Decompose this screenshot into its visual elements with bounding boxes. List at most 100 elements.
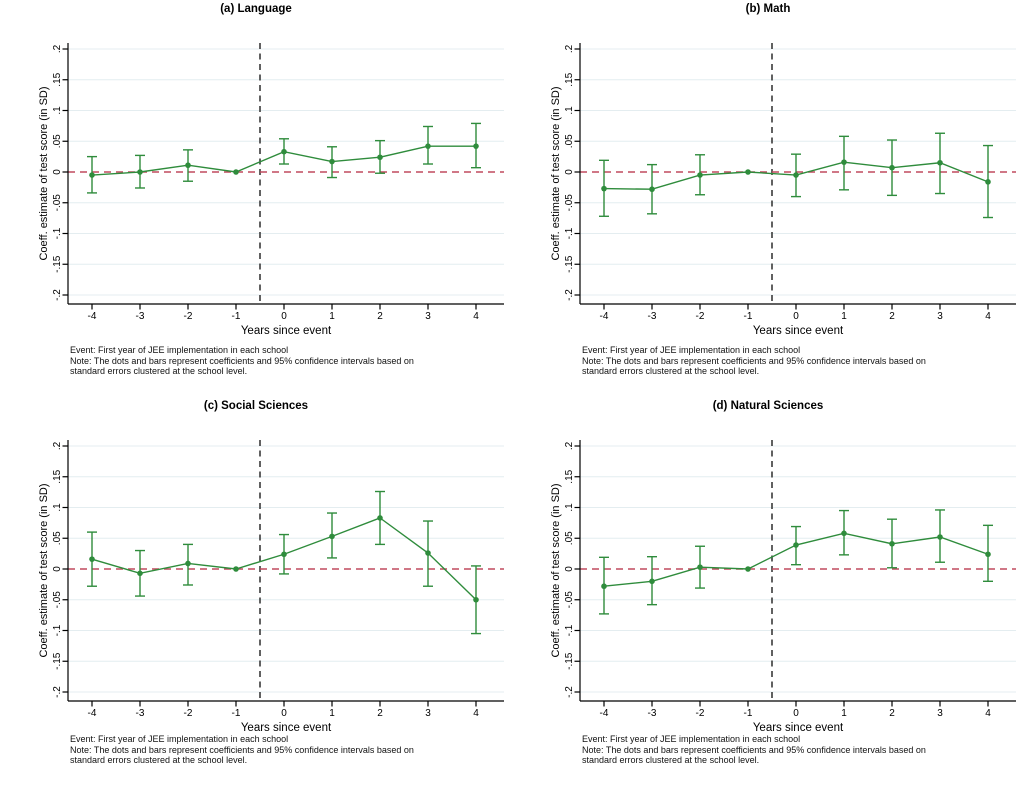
- x-tick-label: -1: [744, 708, 753, 719]
- y-tick-label: .2: [564, 441, 575, 450]
- data-point-marker: [889, 540, 895, 547]
- data-point-marker: [137, 570, 143, 577]
- data-point-marker: [889, 164, 895, 171]
- data-point-marker: [233, 169, 239, 175]
- x-tick-label: -4: [88, 708, 97, 719]
- panel-title-language: (a) Language: [220, 3, 292, 15]
- panel-language: .2 .15 .1 .05 0 -.05 -.1 -.15 -.2 -4 -3 -2 -1 0 1 2 3 4 Ye…: [0, 0, 512, 397]
- data-point-marker: [841, 530, 847, 537]
- chart-notes: Event: First year of JEE implementation …: [582, 734, 926, 766]
- data-point-marker: [649, 186, 655, 193]
- x-axis-title: Years since event: [753, 722, 844, 734]
- y-tick-label: .15: [564, 469, 575, 483]
- data-point-marker: [697, 564, 703, 570]
- x-tick-label: -3: [136, 311, 145, 322]
- data-point-marker: [745, 169, 751, 175]
- y-axis-title: Coeff. estimate of test score (in SD): [38, 483, 50, 657]
- event-study-chart-natural-sciences: .2 .15 .1 .05 0 -.05 -.1 -.15 -.2 -4 -3 -2 -1 0 1 2 3 4 Ye…: [550, 440, 1016, 734]
- y-tick-label: -.2: [564, 686, 575, 698]
- note-cluster-line: standard errors clustered at the school …: [70, 755, 248, 766]
- y-tick-label: -.1: [564, 227, 575, 239]
- note-cluster-line: standard errors clustered at the school …: [582, 366, 760, 377]
- y-tick-label: 0: [52, 169, 63, 175]
- chart-notes: Event: First year of JEE implementation …: [70, 734, 414, 766]
- x-tick-label: -2: [184, 311, 193, 322]
- data-point-marker: [937, 159, 943, 166]
- x-tick-label: 1: [329, 708, 335, 719]
- y-tick-label: -.15: [52, 255, 63, 273]
- x-tick-label: 1: [329, 311, 335, 322]
- y-tick-label: -.1: [52, 227, 63, 239]
- data-point-marker: [473, 596, 479, 603]
- data-point-marker: [985, 179, 991, 185]
- x-tick-label: 0: [281, 311, 287, 322]
- y-tick-label: -.05: [52, 591, 63, 609]
- data-point-marker: [185, 162, 191, 169]
- y-tick-label: .2: [52, 44, 63, 53]
- data-point-marker: [985, 551, 991, 558]
- y-tick-label: .1: [52, 503, 63, 512]
- x-tick-label: 3: [937, 311, 943, 322]
- y-tick-label: .05: [52, 531, 63, 545]
- x-tick-label: 4: [473, 311, 479, 322]
- y-tick-label: -.1: [564, 624, 575, 636]
- panel-social-sciences: .2 .15 .1 .05 0 -.05 -.1 -.15 -.2 -4 -3 -2 -1 0 1 2 3 4 Ye…: [0, 397, 512, 794]
- y-tick-label: -.05: [52, 194, 63, 212]
- note-ci-line: Note: The dots and bars represent coeffi…: [70, 744, 414, 755]
- data-point-marker: [793, 542, 799, 548]
- data-point-marker: [793, 172, 799, 178]
- note-event-line: Event: First year of JEE implementation …: [582, 734, 801, 744]
- y-tick-label: -.2: [52, 686, 63, 698]
- x-tick-label: 2: [889, 708, 895, 719]
- x-tick-label: 4: [985, 708, 991, 719]
- x-tick-label: -1: [232, 708, 241, 719]
- note-cluster-line: standard errors clustered at the school …: [582, 755, 760, 766]
- y-tick-label: -.15: [564, 652, 575, 670]
- y-axis-title: Coeff. estimate of test score (in SD): [38, 86, 50, 260]
- x-tick-label: 0: [793, 311, 799, 322]
- x-tick-label: 1: [841, 311, 847, 322]
- x-tick-label: -1: [232, 311, 241, 322]
- note-cluster-line: standard errors clustered at the school …: [70, 366, 248, 377]
- x-tick-label: 4: [473, 708, 479, 719]
- y-tick-label: .05: [564, 134, 575, 148]
- data-point-marker: [329, 533, 335, 540]
- data-point-marker: [697, 172, 703, 178]
- x-tick-label: 2: [377, 311, 383, 322]
- x-tick-label: -2: [184, 708, 193, 719]
- y-tick-label: .1: [52, 106, 63, 115]
- x-tick-label: -3: [648, 311, 657, 322]
- y-tick-label: .15: [564, 72, 575, 86]
- event-study-chart-language: .2 .15 .1 .05 0 -.05 -.1 -.15 -.2 -4 -3 -2 -1 0 1 2 3 4 Ye…: [38, 43, 504, 337]
- x-tick-label: 2: [377, 708, 383, 719]
- chart-notes: Event: First year of JEE implementation …: [582, 345, 926, 377]
- data-point-marker: [937, 534, 943, 540]
- x-tick-label: -4: [88, 311, 97, 322]
- y-tick-label: -.1: [52, 624, 63, 636]
- y-tick-label: 0: [564, 566, 575, 572]
- data-point-marker: [329, 158, 335, 165]
- x-tick-label: -1: [744, 311, 753, 322]
- data-point-marker: [473, 143, 479, 149]
- y-axis-title: Coeff. estimate of test score (in SD): [550, 483, 562, 657]
- data-point-marker: [425, 143, 431, 149]
- x-tick-label: 3: [425, 311, 431, 322]
- note-event-line: Event: First year of JEE implementation …: [582, 345, 801, 355]
- data-point-marker: [425, 550, 431, 556]
- y-tick-label: .05: [564, 531, 575, 545]
- y-tick-label: -.2: [52, 289, 63, 301]
- data-point-marker: [137, 169, 143, 175]
- y-tick-label: -.15: [564, 255, 575, 273]
- data-point-marker: [233, 566, 239, 572]
- y-tick-label: -.15: [52, 652, 63, 670]
- panel-natural-sciences: .2 .15 .1 .05 0 -.05 -.1 -.15 -.2 -4 -3 -2 -1 0 1 2 3 4 Ye…: [512, 397, 1024, 794]
- x-tick-label: 3: [937, 708, 943, 719]
- y-tick-label: .05: [52, 134, 63, 148]
- panel-math: .2 .15 .1 .05 0 -.05 -.1 -.15 -.2 -4 -3 -2 -1 0 1 2 3 4 Ye…: [512, 0, 1024, 397]
- data-point-marker: [281, 551, 287, 558]
- x-tick-label: -4: [600, 708, 609, 719]
- event-study-chart-social-sciences: .2 .15 .1 .05 0 -.05 -.1 -.15 -.2 -4 -3 -2 -1 0 1 2 3 4 Ye…: [38, 440, 504, 734]
- panel-title-math: (b) Math: [745, 3, 791, 15]
- data-point-marker: [601, 583, 607, 590]
